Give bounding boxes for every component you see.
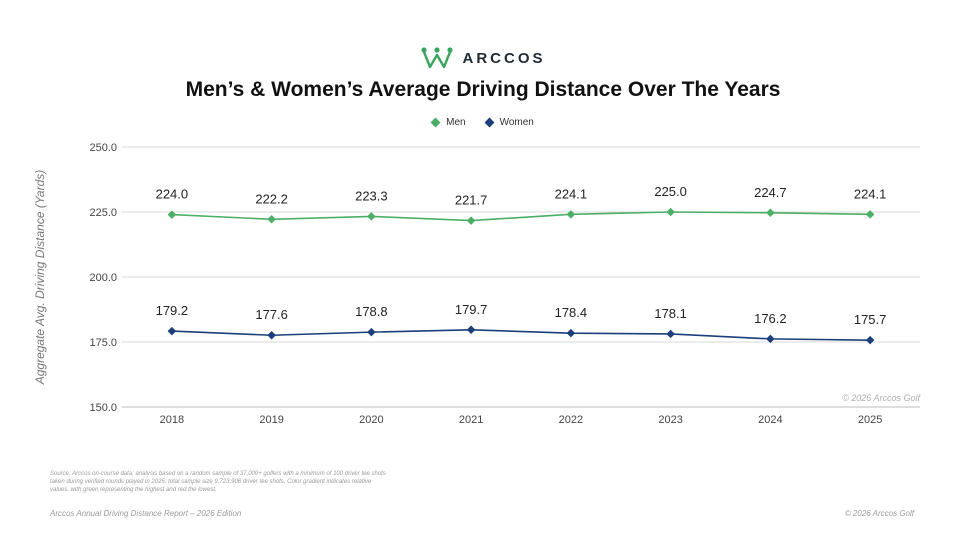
x-tick-label: 2021 <box>459 414 483 426</box>
legend-label-men: Men <box>446 117 466 128</box>
data-label-women: 175.7 <box>854 312 887 327</box>
data-label-women: 178.8 <box>355 304 388 319</box>
data-point-men <box>865 210 875 219</box>
data-label-women: 179.2 <box>156 303 189 318</box>
data-point-men <box>666 207 675 217</box>
data-label-men: 224.7 <box>754 185 787 200</box>
y-axis-title: Aggregate Avg. Driving Distance (Yards) <box>33 170 47 386</box>
data-label-women: 179.7 <box>455 302 488 317</box>
data-point-men <box>566 210 576 219</box>
series-line-women <box>171 328 871 341</box>
legend-label-women: Women <box>499 117 534 128</box>
data-label-men: 222.2 <box>255 191 288 206</box>
data-label-men: 225.0 <box>654 184 687 199</box>
data-label-women: 178.4 <box>555 305 588 320</box>
data-point-women <box>367 327 376 337</box>
x-tick-label: 2018 <box>160 414 184 426</box>
data-point-women <box>566 328 576 338</box>
data-label-women: 178.1 <box>654 306 687 321</box>
data-point-men <box>267 215 276 224</box>
x-tick-label: 2023 <box>658 414 682 426</box>
source-note: Source: Arccos on-course data; analysis … <box>50 471 386 493</box>
data-label-men: 221.7 <box>455 193 488 208</box>
report-edition: Arccos Annual Driving Distance Report – … <box>50 509 242 518</box>
arccos-crown-icon <box>421 47 454 69</box>
data-label-women: 177.6 <box>255 307 288 322</box>
y-tick-label: 200.0 <box>89 272 117 284</box>
legend-item-women[interactable]: Women <box>484 117 534 128</box>
legend-item-men[interactable]: Men <box>430 117 466 128</box>
data-point-men <box>367 212 376 221</box>
x-tick-label: 2025 <box>858 414 882 426</box>
data-point-women <box>766 334 775 344</box>
data-point-women <box>167 326 177 336</box>
chart-watermark: © 2026 Arccos Golf <box>842 393 921 403</box>
data-label-men: 224.1 <box>854 186 887 201</box>
chart-legend: Men Women <box>0 117 966 128</box>
data-label-men: 224.1 <box>555 186 588 201</box>
series-line-men <box>171 211 871 222</box>
footer-copyright: © 2026 Arccos Golf <box>844 509 914 518</box>
data-point-women <box>267 330 276 340</box>
x-tick-label: 2019 <box>259 414 283 426</box>
data-point-men <box>167 210 177 219</box>
data-point-women <box>865 335 875 345</box>
data-point-women <box>466 325 476 335</box>
x-tick-label: 2024 <box>758 414 782 426</box>
y-tick-label: 250.0 <box>89 142 117 154</box>
y-tick-label: 225.0 <box>89 207 117 219</box>
data-point-men <box>466 216 476 225</box>
data-label-men: 223.3 <box>355 188 388 203</box>
data-point-women <box>666 329 675 339</box>
data-point-men <box>766 208 775 218</box>
x-tick-label: 2022 <box>559 414 583 426</box>
chart-title: Men’s & Women’s Average Driving Distance… <box>185 78 781 101</box>
x-tick-label: 2020 <box>359 414 383 426</box>
data-label-men: 224.0 <box>156 187 189 202</box>
brand-header: ARCCOS <box>0 46 966 70</box>
data-label-women: 176.2 <box>754 311 787 326</box>
y-tick-label: 150.0 <box>89 402 117 414</box>
brand-name: ARCCOS <box>462 49 546 67</box>
y-tick-label: 175.0 <box>89 337 117 349</box>
